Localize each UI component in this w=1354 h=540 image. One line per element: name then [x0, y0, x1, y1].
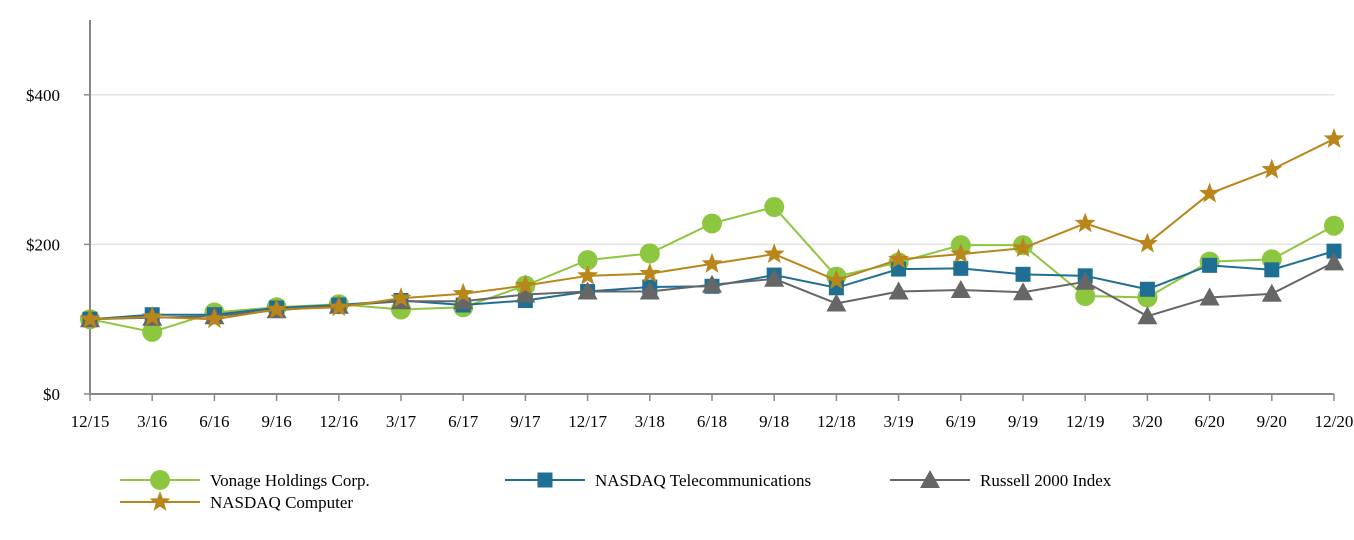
x-tick-label: 3/17 [386, 412, 417, 431]
data-point [390, 287, 412, 308]
series-group [79, 127, 1345, 342]
legend-marker [537, 472, 553, 488]
data-point [577, 250, 598, 271]
data-point [1013, 282, 1033, 301]
data-point [701, 252, 723, 273]
data-point [203, 308, 225, 329]
data-point [1326, 243, 1342, 259]
x-tick-label: 12/18 [817, 412, 856, 431]
x-tick-label: 6/19 [946, 412, 976, 431]
x-tick-label: 9/18 [759, 412, 789, 431]
x-tick-labels: 12/15 3/16 6/16 9/16 12/16 3/17 6/17 9/17 12/17 3… [71, 412, 1354, 431]
data-point [1199, 182, 1221, 203]
data-point [1199, 287, 1220, 306]
x-tick-label: 9/16 [261, 412, 291, 431]
legend-item: NASDAQ Computer [120, 491, 353, 512]
gridlines [90, 94, 1334, 246]
legend-marker [149, 491, 171, 511]
data-point [763, 243, 785, 264]
data-point [1012, 237, 1034, 258]
y-tick-label: $400 [26, 86, 60, 105]
data-point [514, 274, 536, 295]
data-point [266, 298, 288, 319]
data-point [639, 262, 661, 283]
data-point [1261, 283, 1282, 302]
data-point [453, 291, 474, 310]
data-point [452, 282, 474, 303]
x-tick-label: 12/20 [1315, 412, 1354, 431]
y-tick-label: $0 [43, 385, 60, 404]
x-tick-label: 3/20 [1132, 412, 1162, 431]
x-tick-label: 3/18 [635, 412, 665, 431]
legend-marker [150, 470, 170, 490]
data-point [702, 274, 722, 293]
data-point [142, 321, 163, 342]
data-point [1324, 215, 1344, 236]
y-tick-label: $200 [26, 235, 60, 254]
data-point [702, 213, 722, 234]
x-tick-label: 3/16 [137, 412, 167, 431]
data-point [577, 281, 598, 300]
data-point [515, 284, 536, 303]
legend-item: NASDAQ Telecommunications [505, 471, 811, 490]
x-tick-label: 6/16 [199, 412, 229, 431]
x-tick-label: 12/19 [1066, 412, 1105, 431]
data-point [826, 293, 847, 312]
data-point [639, 243, 660, 264]
y-tick-labels: $0 $200 $400 [26, 86, 60, 404]
x-tick-label: 9/20 [1257, 412, 1287, 431]
legend-label: Russell 2000 Index [980, 471, 1112, 490]
data-point [1202, 257, 1218, 273]
legend-label: NASDAQ Telecommunications [595, 471, 811, 490]
data-point [825, 269, 847, 290]
data-point [1136, 232, 1158, 253]
x-tick-label: 9/17 [510, 412, 541, 431]
data-point [764, 268, 785, 287]
data-point [888, 281, 909, 300]
data-point [764, 197, 785, 217]
data-point [328, 296, 350, 317]
legend-marker [920, 470, 940, 488]
data-point [141, 305, 163, 326]
x-tick-label: 12/17 [568, 412, 607, 431]
legend-label: Vonage Holdings Corp. [210, 471, 370, 490]
data-point [953, 260, 969, 276]
x-tick-label: 6/20 [1194, 412, 1224, 431]
legend-item: Russell 2000 Index [890, 470, 1112, 490]
data-point [1074, 212, 1096, 233]
series-nasdaq-computer [79, 127, 1345, 329]
x-tick-label: 6/17 [448, 412, 479, 431]
data-point [1015, 266, 1031, 282]
axes [84, 20, 1335, 401]
legend-label: NASDAQ Computer [210, 493, 353, 512]
data-point [1324, 252, 1344, 271]
data-point [1261, 158, 1283, 179]
data-point [79, 308, 101, 329]
data-point [1075, 286, 1096, 307]
data-point [888, 248, 910, 269]
data-point [1075, 271, 1096, 290]
data-point [950, 280, 971, 299]
x-tick-label: 3/19 [883, 412, 913, 431]
legend-item: Vonage Holdings Corp. [120, 470, 370, 490]
legend: Vonage Holdings Corp. NASDAQ Telecommunic… [120, 470, 1112, 512]
data-point [950, 243, 972, 264]
x-tick-label: 9/19 [1008, 412, 1038, 431]
x-tick-label: 12/15 [71, 412, 110, 431]
data-point [1139, 281, 1155, 297]
x-tick-label: 12/16 [319, 412, 358, 431]
data-point [577, 264, 599, 285]
data-point [639, 281, 660, 300]
data-point [1323, 127, 1345, 148]
x-tick-label: 6/18 [697, 412, 727, 431]
data-point [1137, 306, 1158, 325]
data-point [1264, 262, 1280, 278]
